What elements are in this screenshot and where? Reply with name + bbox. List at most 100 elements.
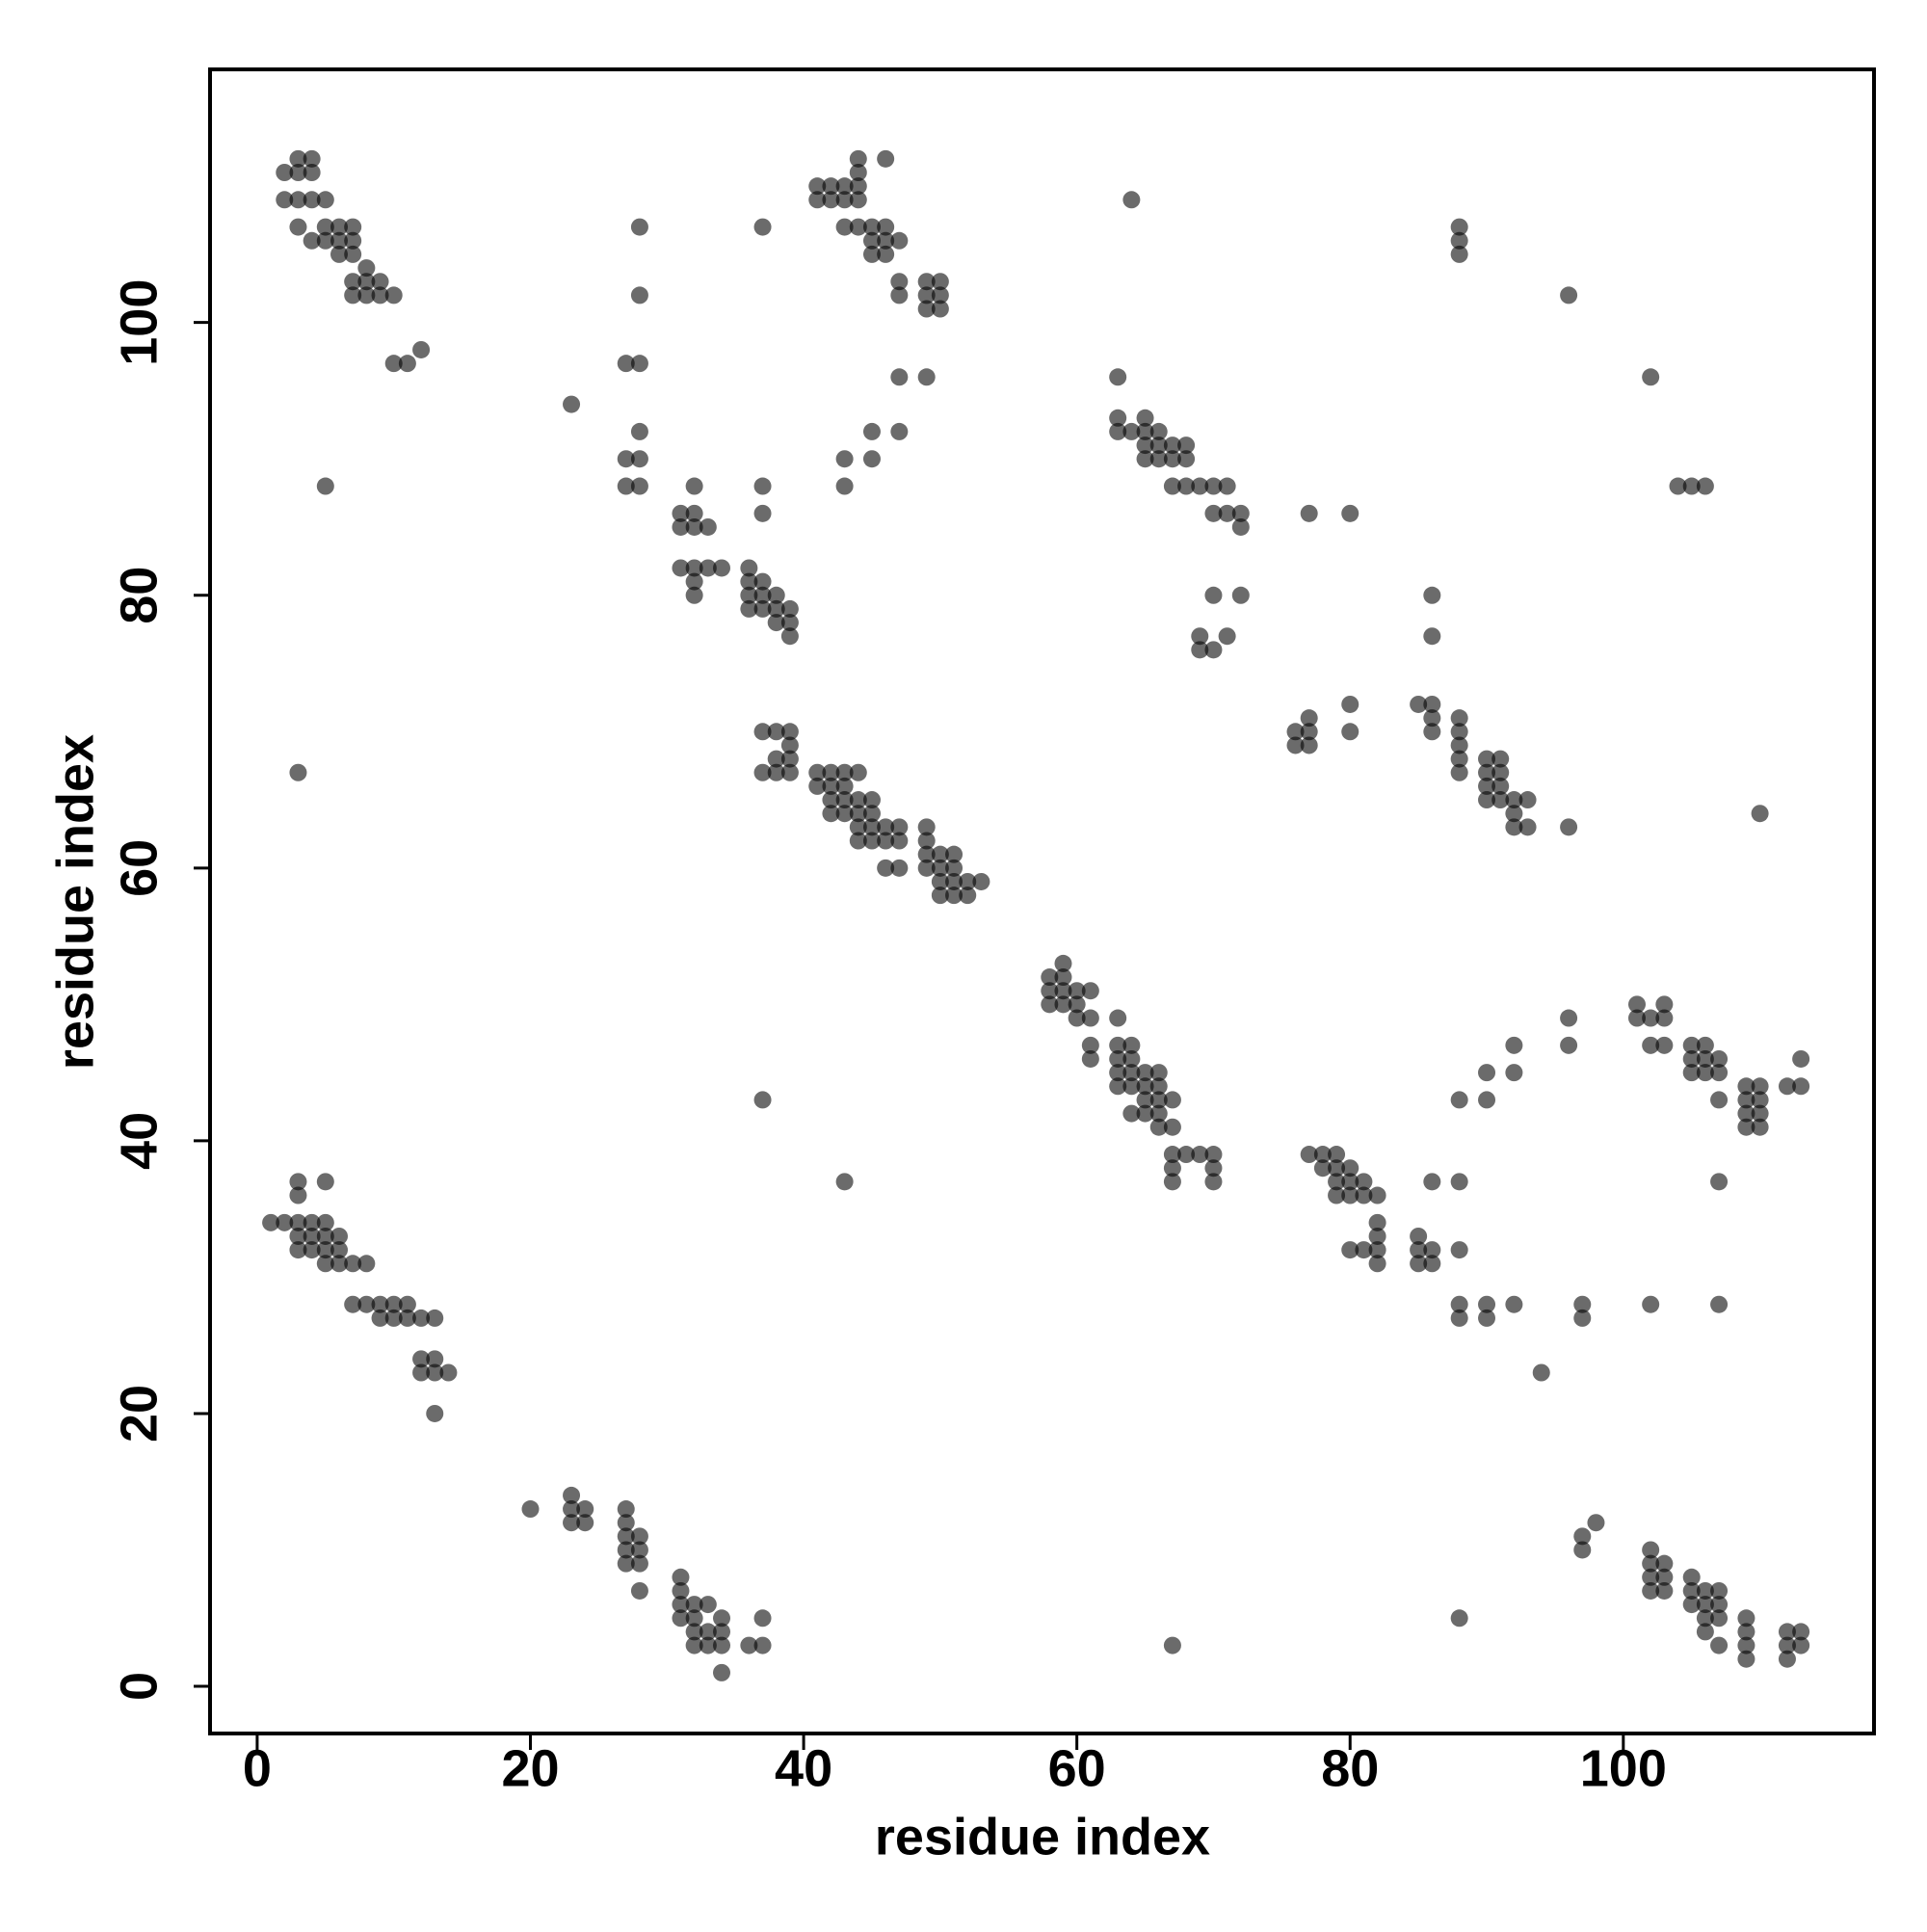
point [316, 231, 334, 250]
point [289, 1227, 307, 1245]
point [316, 477, 334, 495]
point [1751, 1091, 1769, 1109]
point [1573, 1309, 1592, 1327]
point [849, 791, 867, 809]
point [1410, 1255, 1428, 1273]
point [767, 586, 785, 604]
point [917, 859, 936, 877]
point [1231, 586, 1250, 604]
point [808, 777, 827, 795]
point [1682, 1581, 1701, 1600]
point [862, 231, 881, 250]
point [289, 163, 307, 181]
point [316, 218, 334, 236]
point [685, 517, 703, 536]
point [849, 818, 867, 836]
point [1778, 1636, 1796, 1654]
point [685, 504, 703, 522]
point [877, 149, 895, 168]
point [685, 477, 703, 495]
point [617, 477, 635, 495]
point [1450, 736, 1468, 754]
point [344, 1255, 362, 1273]
point [303, 1241, 321, 1259]
point [890, 859, 909, 877]
point [699, 1596, 717, 1614]
point [1532, 1363, 1550, 1382]
point [753, 504, 772, 522]
point [1328, 1186, 1346, 1204]
point [1149, 450, 1168, 468]
point [357, 1255, 376, 1273]
point [672, 1568, 690, 1586]
point [371, 1295, 389, 1313]
point [1710, 1636, 1729, 1654]
point [1710, 1581, 1729, 1600]
point [563, 1486, 581, 1504]
point [426, 1363, 444, 1382]
point [685, 1636, 703, 1654]
point [685, 572, 703, 591]
point [276, 191, 294, 209]
point [699, 1623, 717, 1641]
point [1450, 1309, 1468, 1327]
point [630, 1527, 648, 1546]
point [1136, 450, 1154, 468]
point [371, 273, 389, 291]
point [822, 191, 840, 209]
point [384, 355, 403, 373]
point [617, 1500, 635, 1519]
point [1300, 736, 1318, 754]
point [1710, 1091, 1729, 1109]
point [1655, 1554, 1674, 1573]
point [917, 368, 936, 386]
point [1478, 1064, 1496, 1082]
point [713, 1623, 731, 1641]
point [630, 1581, 648, 1600]
point [1655, 995, 1674, 1014]
point [1450, 709, 1468, 728]
point [808, 191, 827, 209]
point [330, 1241, 348, 1259]
point [617, 1554, 635, 1573]
point [917, 300, 936, 318]
point [1122, 1036, 1141, 1054]
point [890, 818, 909, 836]
point [563, 1514, 581, 1532]
point [1109, 1036, 1127, 1054]
point [1737, 1104, 1755, 1123]
point [316, 1255, 334, 1273]
point [1423, 627, 1441, 646]
point [1423, 586, 1441, 604]
point [849, 163, 867, 181]
point [1737, 1623, 1755, 1641]
point [1054, 995, 1072, 1014]
point [780, 614, 799, 632]
point [1109, 368, 1127, 386]
point [835, 1173, 854, 1191]
point [617, 1541, 635, 1559]
x-tick-label: 80 [1321, 1739, 1379, 1797]
point [1163, 450, 1181, 468]
point [426, 1404, 444, 1422]
point [849, 805, 867, 823]
point [1136, 1091, 1154, 1109]
point [835, 218, 854, 236]
point [1204, 641, 1223, 659]
point [1149, 1077, 1168, 1096]
point [862, 218, 881, 236]
point [1682, 1596, 1701, 1614]
point [426, 1309, 444, 1327]
point [412, 340, 431, 358]
point [1478, 1295, 1496, 1313]
point [1573, 1295, 1592, 1313]
point [1410, 1227, 1428, 1245]
point [1286, 723, 1305, 741]
point [1560, 1009, 1578, 1027]
point [1300, 723, 1318, 741]
point [357, 273, 376, 291]
point [753, 1609, 772, 1628]
point [1068, 982, 1086, 1000]
point [1696, 1049, 1714, 1068]
point [1163, 477, 1181, 495]
